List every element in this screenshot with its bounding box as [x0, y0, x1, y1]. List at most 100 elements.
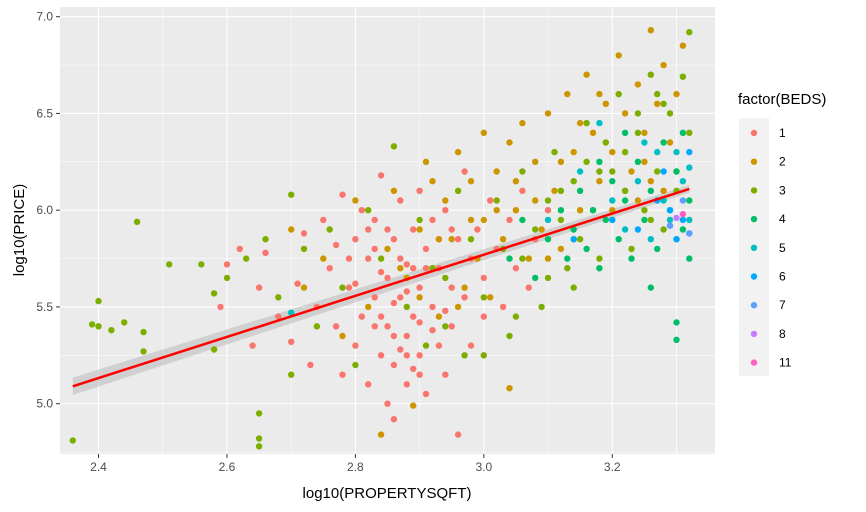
data-point: [442, 207, 449, 214]
data-point: [352, 342, 359, 349]
data-points: [69, 27, 693, 450]
data-point: [512, 313, 520, 320]
data-point: [467, 236, 475, 243]
data-point: [223, 261, 231, 268]
data-point: [519, 187, 526, 194]
data-point: [647, 178, 654, 185]
data-point: [352, 361, 359, 369]
data-point: [654, 100, 661, 108]
data-point: [647, 216, 654, 224]
data-point: [429, 327, 436, 334]
data-point: [609, 148, 616, 156]
legend-label: 11: [779, 356, 792, 370]
legend-key: [750, 244, 758, 251]
legend-item: 8: [750, 327, 786, 341]
data-point: [352, 280, 359, 287]
data-point: [442, 371, 449, 378]
data-point: [410, 313, 417, 320]
data-point: [570, 236, 577, 243]
data-point: [532, 197, 539, 204]
data-point: [679, 226, 687, 233]
y-axis-ticks: 5.0 5.5 6.0 6.5 7.0: [36, 10, 60, 411]
data-point: [551, 148, 558, 156]
data-point: [140, 348, 147, 355]
data-point: [300, 284, 308, 291]
data-point: [557, 158, 565, 165]
data-point: [596, 119, 603, 127]
data-point: [615, 52, 622, 59]
data-point: [660, 226, 667, 233]
data-point: [390, 143, 398, 150]
data-point: [506, 385, 513, 392]
data-point: [255, 410, 263, 417]
legend-item: 5: [750, 241, 786, 255]
data-point: [634, 81, 642, 88]
data-point: [506, 332, 513, 340]
data-point: [416, 319, 423, 326]
data-point: [243, 255, 250, 262]
legend-key: [750, 359, 758, 366]
data-point: [358, 313, 365, 320]
data-point: [666, 110, 674, 117]
data-point: [217, 303, 224, 311]
data-point: [654, 90, 661, 98]
data-point: [255, 435, 263, 442]
data-point: [673, 148, 680, 156]
data-point: [609, 216, 616, 224]
data-point: [288, 371, 295, 378]
x-tick-label: 2.6: [219, 460, 236, 474]
data-point: [255, 284, 263, 291]
data-point: [634, 110, 642, 117]
data-point: [647, 187, 654, 194]
data-point: [403, 381, 410, 388]
data-point: [480, 313, 487, 320]
data-point: [686, 129, 693, 136]
data-point: [686, 197, 693, 204]
data-point: [570, 148, 577, 156]
data-point: [371, 245, 378, 253]
data-point: [326, 226, 333, 233]
data-point: [621, 129, 629, 136]
data-point: [628, 255, 635, 262]
y-tick-label: 7.0: [36, 10, 53, 24]
data-point: [442, 274, 449, 282]
data-point: [275, 294, 282, 301]
data-point: [416, 352, 423, 359]
legend-key: [750, 273, 758, 280]
data-point: [596, 90, 603, 98]
data-point: [538, 303, 545, 311]
data-point: [660, 168, 667, 175]
data-point: [448, 236, 455, 243]
data-point: [621, 197, 629, 204]
data-point: [544, 236, 552, 243]
data-point: [666, 222, 674, 229]
data-point: [365, 303, 372, 311]
data-point: [377, 313, 385, 320]
data-point: [397, 197, 404, 204]
data-point: [69, 437, 77, 444]
data-point: [365, 207, 372, 214]
data-point: [377, 268, 385, 276]
data-point: [410, 365, 417, 373]
data-point: [532, 226, 539, 233]
data-point: [339, 191, 346, 198]
data-point: [525, 255, 532, 262]
data-point: [647, 71, 654, 78]
data-point: [435, 236, 443, 243]
data-point: [288, 309, 295, 316]
data-point: [557, 187, 565, 194]
data-point: [615, 236, 622, 243]
data-point: [467, 216, 475, 224]
data-point: [300, 230, 308, 237]
data-point: [512, 265, 520, 272]
data-point: [454, 236, 462, 243]
data-point: [621, 148, 629, 156]
data-point: [499, 303, 507, 311]
data-point: [487, 197, 494, 204]
legend-items: 1 2 3 4 5 6 7 8 11: [750, 126, 792, 370]
data-point: [377, 255, 385, 262]
x-axis-ticks: 2.4 2.6 2.8 3.0 3.2: [90, 454, 621, 474]
data-point: [679, 210, 687, 218]
data-point: [557, 245, 565, 253]
